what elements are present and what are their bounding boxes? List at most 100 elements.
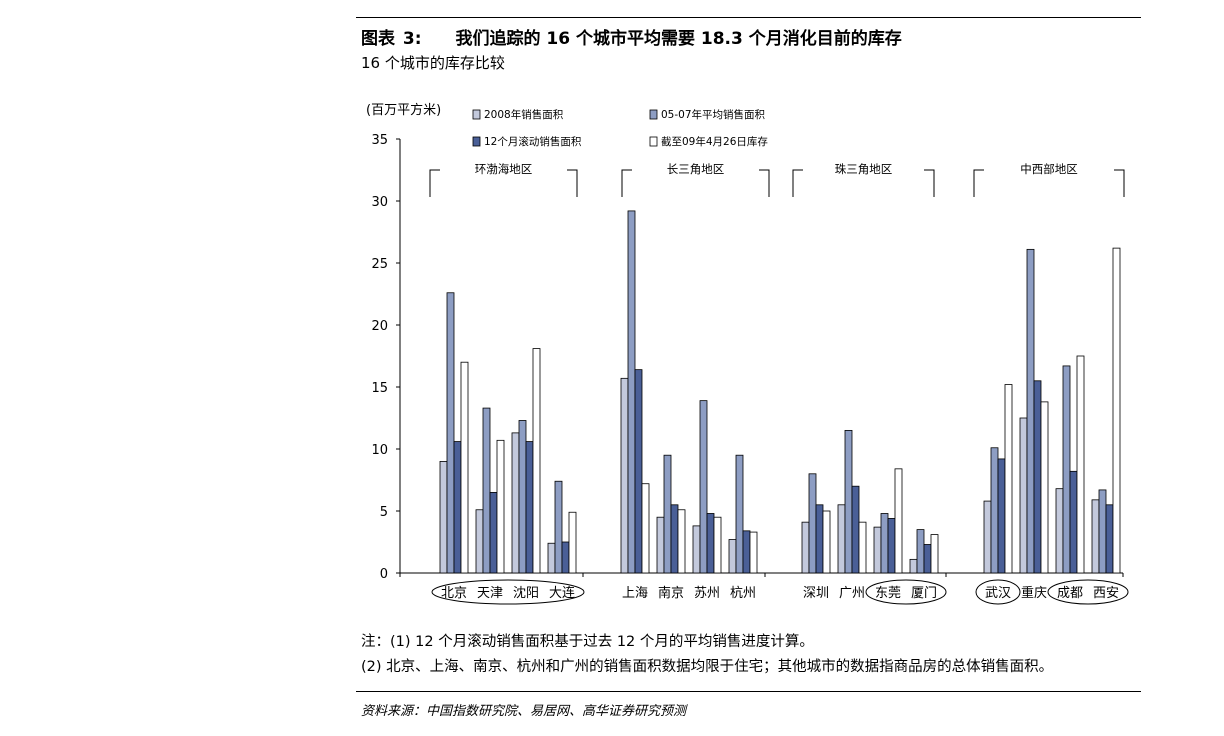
x-tick-label: 天津 <box>477 586 503 601</box>
figure-subtitle: 16 个城市的库存比较 <box>361 54 505 72</box>
bar <box>1076 355 1085 574</box>
bar <box>1033 380 1042 574</box>
x-tick-label: 深圳 <box>803 586 829 601</box>
bar <box>851 485 860 574</box>
bar <box>822 510 831 574</box>
legend-label: 12个月滚动销售面积 <box>484 135 582 148</box>
bar <box>511 432 520 574</box>
bar <box>713 516 722 574</box>
city-group-circle <box>1047 579 1129 605</box>
y-tick-label: 0 <box>380 567 388 582</box>
x-tick-label: 上海 <box>622 586 648 601</box>
figure-title-text: 我们追踪的 16 个城市平均需要 18.3 个月消化目前的库存 <box>455 29 902 49</box>
x-tick-label: 广州 <box>839 586 865 601</box>
bar <box>1098 489 1107 574</box>
bar <box>815 504 824 574</box>
city-group-circle <box>865 579 947 605</box>
bar <box>880 513 889 574</box>
bar <box>453 441 462 574</box>
legend-swatch <box>649 109 658 120</box>
bar <box>532 348 541 574</box>
bar <box>894 468 903 574</box>
bar <box>749 531 758 574</box>
region-label: 中西部地区 <box>1020 162 1078 176</box>
region-bracket-left <box>429 169 440 197</box>
bar <box>1026 248 1035 574</box>
bar-chart: 0 5 10 15 20 25 30 35 (百万平方米) 2008年销售面积 05-07年平均销售… <box>366 102 1129 605</box>
bar <box>1055 488 1064 574</box>
bar <box>670 504 679 574</box>
source-text: 资料来源：中国指数研究院、易居网、高华证券研究预测 <box>361 704 687 719</box>
bar <box>844 429 853 574</box>
bar <box>858 521 867 574</box>
bar <box>801 521 810 574</box>
region-bracket-left <box>792 169 803 197</box>
y-axis-label: (百万平方米) <box>366 102 441 118</box>
bar <box>990 447 999 574</box>
x-tick-label: 厦门 <box>911 586 937 601</box>
x-tick-label: 武汉 <box>985 586 1011 601</box>
y-tick-label: 35 <box>371 133 388 148</box>
legend-swatch <box>472 109 481 120</box>
y-tick-label: 5 <box>380 505 388 520</box>
bar <box>930 534 939 574</box>
legend-label: 2008年销售面积 <box>484 108 564 121</box>
figure-number: 3: <box>402 29 422 49</box>
bar <box>728 539 737 574</box>
bar <box>634 369 643 574</box>
bar <box>568 511 577 574</box>
x-tick-label: 大连 <box>549 585 575 601</box>
bar <box>561 541 570 574</box>
legend-label: 05-07年平均销售面积 <box>661 108 766 121</box>
bar <box>518 420 527 574</box>
region-bracket-right <box>567 169 578 197</box>
x-tick-label: 杭州 <box>730 586 756 601</box>
bar <box>923 544 932 574</box>
bar <box>627 210 636 574</box>
bar <box>1040 401 1049 574</box>
bar <box>489 491 498 574</box>
bar <box>482 407 491 574</box>
bar <box>837 504 846 574</box>
x-tick-label: 重庆 <box>1021 585 1047 601</box>
bar <box>909 558 918 574</box>
bar <box>1091 499 1100 574</box>
bar <box>735 454 744 574</box>
bar <box>706 513 715 574</box>
bar <box>699 400 708 574</box>
legend-swatch <box>649 136 658 147</box>
x-tick-label: 成都 <box>1057 586 1083 601</box>
bar <box>997 458 1006 574</box>
region-bracket-right <box>1114 169 1125 197</box>
figure-title: 图表 3: 我们追踪的 16 个城市平均需要 18.3 个月消化目前的库存 <box>361 24 902 49</box>
bar <box>1019 417 1028 574</box>
bar <box>475 509 484 574</box>
region-label: 环渤海地区 <box>475 162 533 176</box>
x-tick-label: 东莞 <box>875 586 901 601</box>
bar <box>460 361 469 574</box>
bar <box>547 542 556 574</box>
legend-swatch <box>472 136 481 147</box>
bar <box>554 480 563 574</box>
note-1: 注：(1) 12 个月滚动销售面积基于过去 12 个月的平均销售进度计算。 <box>361 634 814 650</box>
x-tick-label: 西安 <box>1093 586 1119 601</box>
bar <box>525 441 534 574</box>
bar <box>692 525 701 574</box>
bar <box>620 377 629 574</box>
bar <box>446 292 455 574</box>
bar <box>1062 365 1071 574</box>
y-tick-label: 15 <box>371 381 388 396</box>
y-tick-label: 30 <box>371 195 388 210</box>
bar <box>887 518 896 574</box>
bar <box>873 526 882 574</box>
bar <box>808 473 817 574</box>
bar <box>663 454 672 574</box>
bar <box>916 529 925 574</box>
city-group-circle <box>975 579 1021 605</box>
region-label: 珠三角地区 <box>835 162 893 176</box>
bar <box>742 530 751 574</box>
bar <box>496 439 505 574</box>
x-tick-label: 南京 <box>658 585 684 601</box>
x-tick-label: 苏州 <box>694 585 720 601</box>
